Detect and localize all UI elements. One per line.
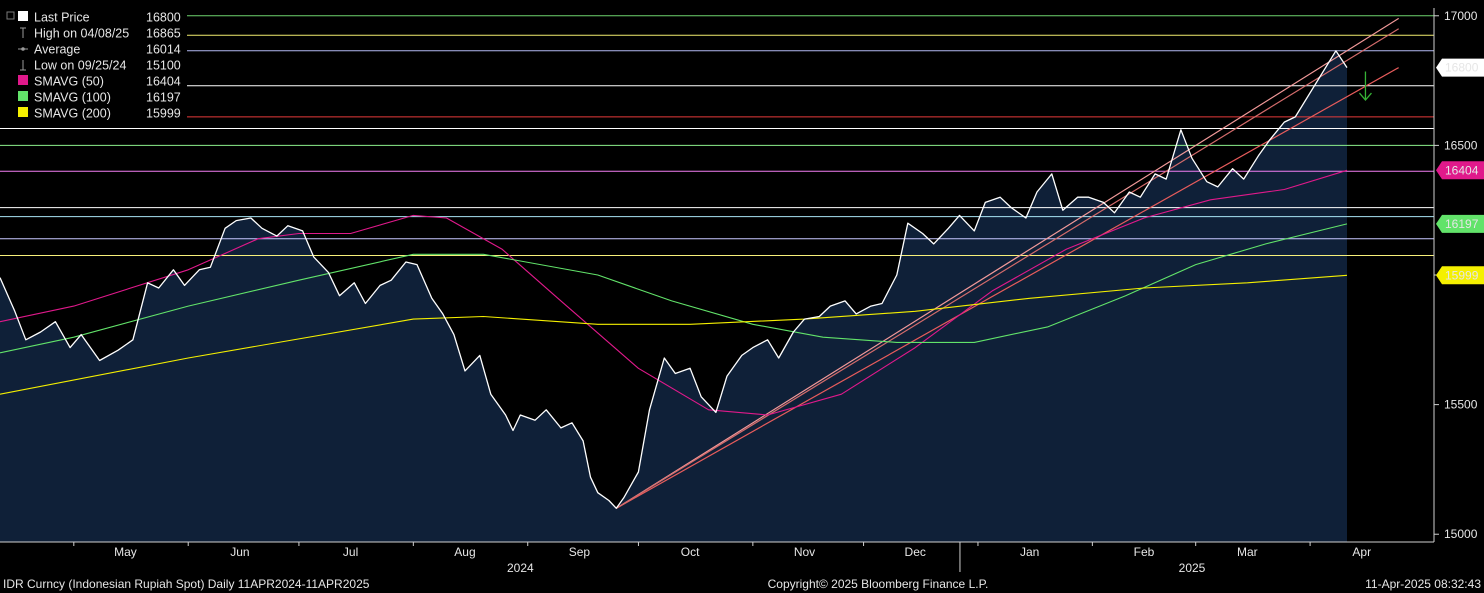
- y-tick-label: 16500: [1444, 138, 1478, 152]
- legend-label: Last Price: [34, 11, 90, 25]
- y-axis: 15000 15500 16500 17000: [1433, 8, 1478, 542]
- x-month-label: Sep: [569, 545, 591, 559]
- legend-value: 16197: [146, 91, 181, 105]
- price-tag-label: 16197: [1445, 217, 1479, 231]
- legend-value: 15999: [146, 107, 181, 121]
- price-tags: 16800 16404 16197 15999: [1436, 58, 1484, 285]
- price-tag-box: [1436, 214, 1484, 233]
- series-line-smavg-200: [0, 274, 1348, 395]
- footer: IDR Curncy (Indonesian Rupiah Spot) Dail…: [3, 577, 1481, 591]
- legend-collapse-box: [6, 11, 15, 20]
- x-month-label: Feb: [1134, 545, 1155, 559]
- legend: Last Price 16800 High on 04/08/25 16865 Aver…: [0, 8, 187, 122]
- arrow-annotation: [1358, 71, 1372, 102]
- series-line-last-price: [0, 50, 1348, 509]
- legend-value: 16014: [146, 43, 181, 57]
- legend-value: 15100: [146, 59, 181, 73]
- y-tick-label: 15500: [1444, 398, 1478, 412]
- timestamp: 11-Apr-2025 08:32:43: [1365, 577, 1481, 591]
- price-tag-box: [1436, 266, 1484, 285]
- legend-swatch: [18, 107, 28, 117]
- legend-label: SMAVG (50): [34, 75, 104, 89]
- trend-line-0: [615, 17, 1399, 509]
- trend-line-2: [615, 28, 1399, 509]
- horizontal-level-lines: [0, 15, 1434, 257]
- x-month-label: May: [114, 545, 137, 559]
- legend-swatch: [18, 75, 28, 85]
- legend-swatch: [18, 11, 28, 21]
- legend-average-dot: [21, 47, 25, 51]
- x-month-label: Nov: [794, 545, 815, 559]
- legend-label: High on 04/08/25: [34, 27, 129, 41]
- y-tick-label: 15000: [1444, 527, 1478, 541]
- x-month-label: Oct: [681, 545, 700, 559]
- legend-label: SMAVG (200): [34, 107, 111, 121]
- legend-background: [0, 8, 187, 122]
- legend-label: Average: [34, 43, 80, 57]
- price-tag-label: 16404: [1445, 163, 1479, 177]
- arrow-head: [1358, 92, 1372, 102]
- x-month-label: Jun: [230, 545, 249, 559]
- x-month-label: Dec: [905, 545, 926, 559]
- series-line-smavg-100: [0, 223, 1348, 354]
- price-area: [0, 50, 1347, 543]
- price-tag-label: 16800: [1445, 61, 1479, 75]
- legend-label: SMAVG (100): [34, 91, 111, 105]
- price-tag-box: [1436, 161, 1484, 180]
- x-axis: May Jun Jul Aug Sep Oct Nov Dec Jan Feb Mar Apr 2024…: [0, 541, 1434, 575]
- ticker-label: IDR Curncy (Indonesian Rupiah Spot) Dail…: [3, 577, 370, 591]
- x-month-label: Jan: [1020, 545, 1039, 559]
- x-year-label: 2025: [1179, 561, 1206, 575]
- legend-value: 16800: [146, 11, 181, 25]
- price-tag-box: [1436, 58, 1484, 77]
- x-month-label: Apr: [1352, 545, 1371, 559]
- legend-value: 16865: [146, 27, 181, 41]
- x-month-label: Aug: [454, 545, 475, 559]
- x-month-label: Mar: [1237, 545, 1258, 559]
- copyright-text: Copyright© 2025 Bloomberg Finance L.P.: [768, 577, 989, 591]
- legend-value: 16404: [146, 75, 181, 89]
- legend-swatch: [18, 91, 28, 101]
- series-line-smavg-50: [0, 169, 1348, 416]
- x-month-label: Jul: [343, 545, 358, 559]
- legend-label: Low on 09/25/24: [34, 59, 126, 73]
- series-lines: [0, 50, 1348, 509]
- y-tick-label: 17000: [1444, 9, 1478, 23]
- x-year-label: 2024: [507, 561, 534, 575]
- price-tag-label: 15999: [1445, 268, 1479, 282]
- price-area-fill: [0, 50, 1347, 543]
